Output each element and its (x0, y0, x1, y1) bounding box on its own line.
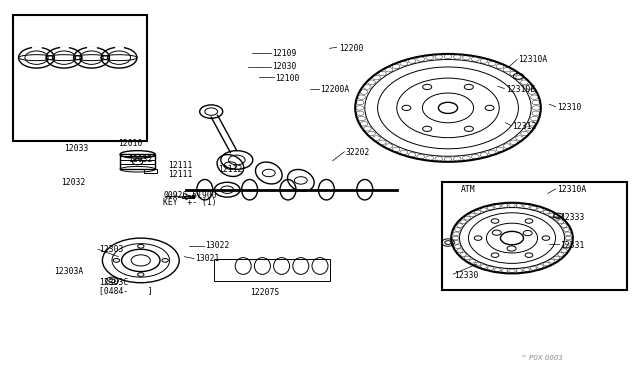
Text: 12100: 12100 (275, 74, 300, 83)
Text: 12032: 12032 (128, 155, 152, 164)
Text: 12333: 12333 (560, 213, 584, 222)
Text: 32202: 32202 (346, 148, 370, 157)
Text: 12312: 12312 (512, 122, 536, 131)
Text: 12200: 12200 (339, 44, 364, 53)
Text: 12111: 12111 (168, 170, 192, 179)
Text: 12033: 12033 (64, 144, 88, 153)
Text: 12310A: 12310A (557, 185, 586, 194)
Text: 12331: 12331 (560, 241, 584, 250)
Text: ATM: ATM (461, 185, 476, 194)
Text: 12109: 12109 (272, 49, 296, 58)
Text: 12010: 12010 (118, 139, 143, 148)
Text: 12030: 12030 (272, 62, 296, 71)
Text: 12111: 12111 (168, 161, 192, 170)
Text: 12303C: 12303C (99, 278, 129, 287)
Bar (13, 15, 147, 141)
Bar (442, 182, 627, 290)
Text: 12310A: 12310A (518, 55, 548, 64)
Text: ^ P0X 0003: ^ P0X 0003 (522, 355, 563, 361)
Text: 12310: 12310 (557, 103, 581, 112)
Text: 13021: 13021 (195, 254, 220, 263)
Bar (182, 196, 194, 198)
Text: 12303A: 12303A (54, 267, 84, 276)
Text: 12032: 12032 (61, 178, 85, 187)
Text: 13022: 13022 (205, 241, 229, 250)
Text: 12330: 12330 (454, 271, 479, 280)
Text: 12207S: 12207S (250, 288, 279, 296)
Bar (144, 169, 157, 173)
Bar (120, 154, 155, 169)
Text: 12112: 12112 (218, 165, 242, 174)
Text: KEY  +- (1): KEY +- (1) (163, 198, 217, 207)
Text: 12200A: 12200A (320, 85, 349, 94)
Bar (214, 259, 330, 281)
Text: 12303: 12303 (99, 245, 124, 254)
Text: 00926-51900: 00926-51900 (163, 191, 217, 200)
Text: [0484-    ]: [0484- ] (99, 286, 153, 295)
Text: 12310E: 12310E (506, 85, 535, 94)
